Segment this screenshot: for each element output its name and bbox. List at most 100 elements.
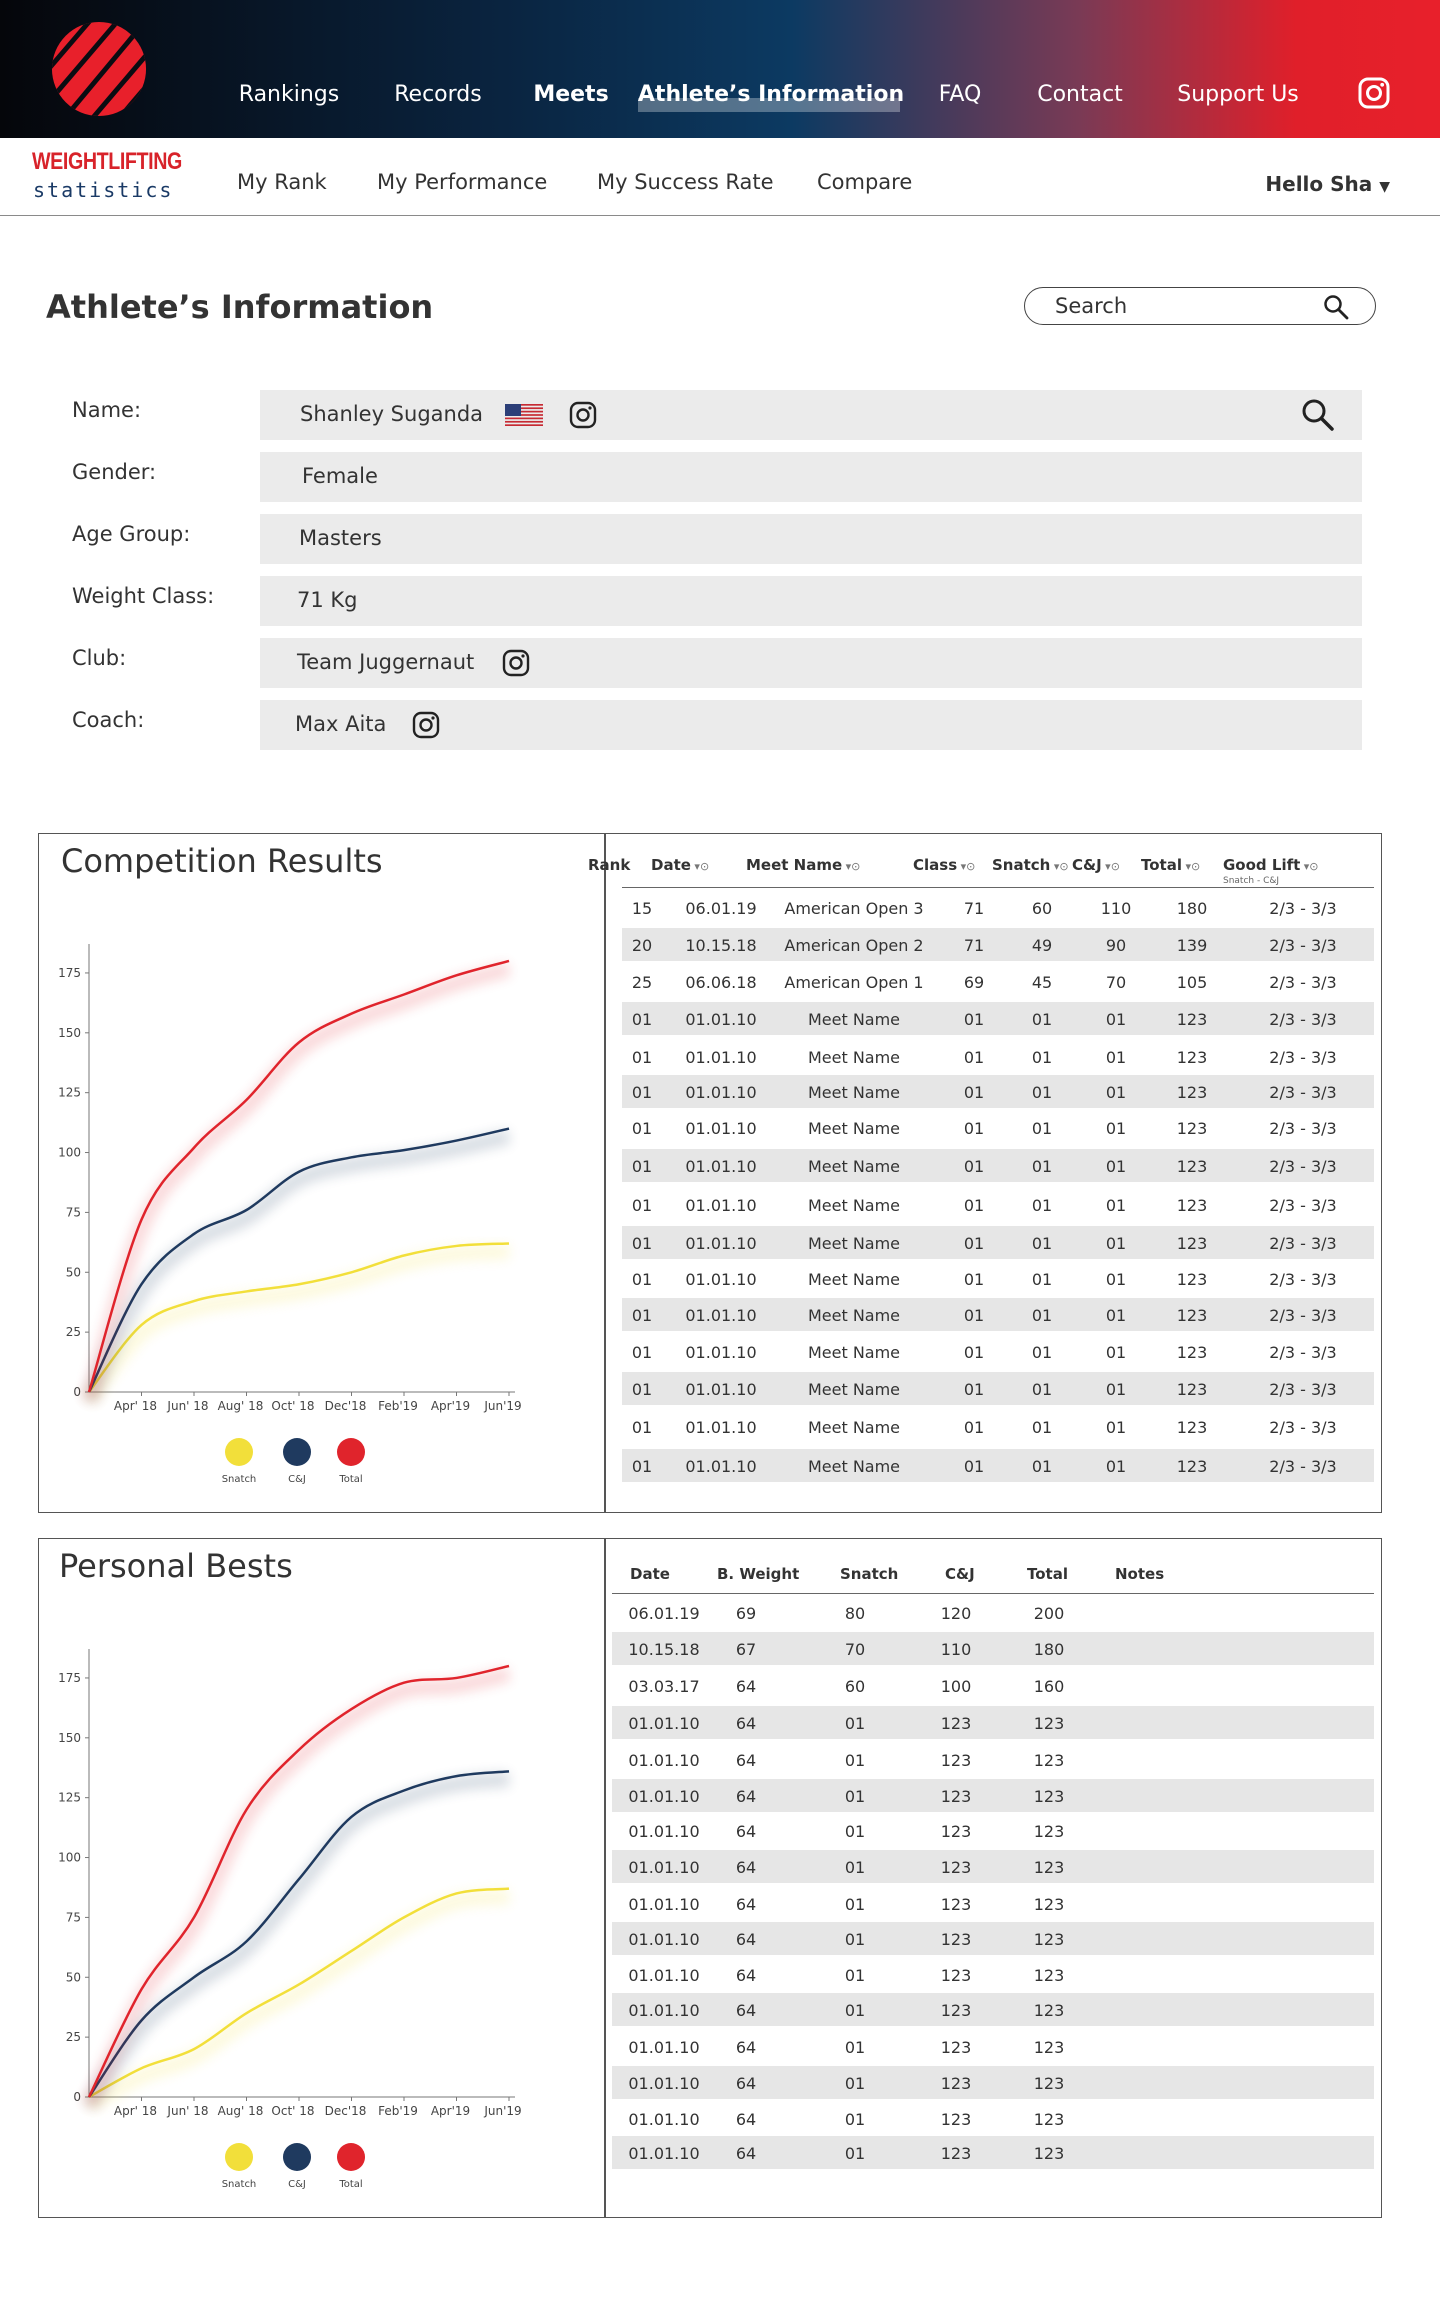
cell-total: 123 (1176, 1270, 1208, 1289)
table-row[interactable]: 01.01.10 64 01 123 123 (612, 1743, 1374, 1776)
cell-meet-name[interactable]: Meet Name (807, 1196, 901, 1215)
personal-bests-panel: Personal Bests 0 25 50 75 100 125 150 175 Apr' 1… (38, 1538, 1382, 2218)
instagram-icon[interactable] (502, 649, 530, 677)
table-row[interactable]: 01 01.01.10 Meet Name 01 01 01 123 2/3 - 3/3 (622, 1262, 1374, 1295)
column-header-date[interactable]: Date ▾⊙ (651, 856, 709, 874)
search-icon[interactable] (1300, 397, 1336, 433)
table-row[interactable]: 20 10.15.18 American Open 2 71 49 90 139 2/3 - … (622, 928, 1374, 961)
instagram-icon[interactable] (569, 401, 597, 429)
column-header-label: Rank (588, 856, 631, 874)
instagram-icon[interactable] (412, 711, 440, 739)
topnav-rankings[interactable]: Rankings (238, 82, 340, 107)
cell-meet-name[interactable]: Meet Name (807, 1457, 901, 1476)
topnav-records[interactable]: Records (394, 82, 482, 107)
cell-total: 123 (1033, 2144, 1065, 2163)
field-weight-class: 71 Kg (260, 576, 1362, 626)
cell-class: 01 (963, 1157, 985, 1176)
site-logo-icon[interactable] (50, 20, 148, 118)
cell-meet-name[interactable]: American Open 1 (784, 973, 924, 992)
table-row[interactable]: 01.01.10 64 01 123 123 (612, 1958, 1374, 1991)
sort-icon[interactable]: ▾⊙ (1050, 860, 1069, 873)
table-row[interactable]: 01 01.01.10 Meet Name 01 01 01 123 2/3 - 3/3 (622, 1372, 1374, 1405)
sort-icon[interactable]: ▾⊙ (957, 860, 976, 873)
field-label-club: Club: (72, 646, 127, 670)
table-row[interactable]: 01 01.01.10 Meet Name 01 01 01 123 2/3 - 3/3 (622, 1298, 1374, 1331)
cell-meet-name[interactable]: Meet Name (807, 1306, 901, 1325)
table-row[interactable]: 01 01.01.10 Meet Name 01 01 01 123 2/3 - 3/3 (622, 1226, 1374, 1259)
table-row[interactable]: 01.01.10 64 01 123 123 (612, 1850, 1374, 1883)
column-header-c-j[interactable]: C&J ▾⊙ (1072, 856, 1120, 874)
table-row[interactable]: 01 01.01.10 Meet Name 01 01 01 123 2/3 - 3/3 (622, 1111, 1374, 1144)
table-row[interactable]: 01 01.01.10 Meet Name 01 01 01 123 2/3 - 3/3 (622, 1335, 1374, 1368)
topnav-meets[interactable]: Meets (533, 82, 609, 107)
table-row[interactable]: 01.01.10 64 01 123 123 (612, 1814, 1374, 1847)
table-row[interactable]: 01.01.10 64 01 123 123 (612, 2102, 1374, 2135)
table-row[interactable]: 15 06.01.19 American Open 3 71 60 110 180 2/3 -… (622, 891, 1374, 924)
subnav-compare[interactable]: Compare (817, 170, 913, 194)
table-row[interactable]: 03.03.17 64 60 100 160 (612, 1669, 1374, 1702)
table-row[interactable]: 06.01.19 69 80 120 200 (612, 1596, 1374, 1629)
column-header-total[interactable]: Total ▾⊙ (1141, 856, 1200, 874)
column-header-good-lift[interactable]: Good Lift ▾⊙ (1223, 856, 1319, 874)
cell-meet-name[interactable]: Meet Name (807, 1010, 901, 1029)
cell-meet-name[interactable]: Meet Name (807, 1048, 901, 1067)
table-row[interactable]: 01 01.01.10 Meet Name 01 01 01 123 2/3 - 3/3 (622, 1410, 1374, 1443)
cell-meet-name[interactable]: Meet Name (807, 1157, 901, 1176)
table-row[interactable]: 01.01.10 64 01 123 123 (612, 1993, 1374, 2026)
topnav-support-us[interactable]: Support Us (1177, 82, 1299, 107)
subnav-my-performance[interactable]: My Performance (377, 170, 548, 194)
cell-meet-name[interactable]: Meet Name (807, 1119, 901, 1138)
table-row[interactable]: 01.01.10 64 01 123 123 (612, 2066, 1374, 2099)
table-row[interactable]: 01.01.10 64 01 123 123 (612, 2030, 1374, 2063)
search-icon[interactable] (1323, 294, 1349, 320)
table-row[interactable]: 01 01.01.10 Meet Name 01 01 01 123 2/3 - 3/3 (622, 1040, 1374, 1073)
cell-meet-name[interactable]: Meet Name (807, 1234, 901, 1253)
table-row[interactable]: 01.01.10 64 01 123 123 (612, 1887, 1374, 1920)
column-header-class[interactable]: Class ▾⊙ (913, 856, 975, 874)
table-row[interactable]: 25 06.06.18 American Open 1 69 45 70 105 2/3 - … (622, 965, 1374, 998)
cell-b-weight: 64 (735, 1787, 757, 1806)
cell-meet-name[interactable]: Meet Name (807, 1083, 901, 1102)
topnav-contact[interactable]: Contact (1037, 82, 1123, 107)
subnav-my-rank[interactable]: My Rank (237, 170, 327, 194)
cell-meet-name[interactable]: Meet Name (807, 1418, 901, 1437)
search-box[interactable] (1024, 287, 1376, 325)
topnav-faq[interactable]: FAQ (938, 82, 982, 107)
sort-icon[interactable]: ▾⊙ (842, 860, 861, 873)
brand-tagline[interactable]: statistics (33, 178, 174, 202)
sort-icon[interactable]: ▾⊙ (1300, 860, 1319, 873)
x-tick-label: Apr' 18 (114, 2104, 157, 2118)
sort-icon[interactable]: ▾⊙ (1181, 860, 1201, 873)
table-row[interactable]: 01 01.01.10 Meet Name 01 01 01 123 2/3 - 3/3 (622, 1449, 1374, 1482)
cell-meet-name[interactable]: Meet Name (807, 1380, 901, 1399)
cell-meet-name[interactable]: Meet Name (807, 1270, 901, 1289)
table-row[interactable]: 01 01.01.10 Meet Name 01 01 01 123 2/3 - 3/3 (622, 1149, 1374, 1182)
x-tick-label: Jun'19 (483, 1399, 521, 1413)
table-row[interactable]: 01.01.10 64 01 123 123 (612, 1779, 1374, 1812)
subnav-my-success-rate[interactable]: My Success Rate (597, 170, 774, 194)
brand-name[interactable]: WEIGHTLIFTING (32, 148, 182, 175)
instagram-icon[interactable] (1358, 77, 1390, 109)
table-row[interactable]: 01 01.01.10 Meet Name 01 01 01 123 2/3 - 3/3 (622, 1075, 1374, 1108)
table-row[interactable]: 01 01.01.10 Meet Name 01 01 01 123 2/3 - 3/3 (622, 1002, 1374, 1035)
topnav-athlete-s-information[interactable]: Athlete’s Information (637, 82, 905, 107)
search-input[interactable] (1055, 294, 1325, 318)
cell-date: 01.01.10 (685, 1380, 757, 1399)
column-header-snatch[interactable]: Snatch ▾⊙ (992, 856, 1069, 874)
table-row[interactable]: 01.01.10 64 01 123 123 (612, 1922, 1374, 1955)
cell-date: 01.01.10 (628, 2110, 700, 2129)
cell-meet-name[interactable]: American Open 3 (784, 899, 924, 918)
cell-total: 123 (1033, 2110, 1065, 2129)
column-header-meet-name[interactable]: Meet Name ▾⊙ (746, 856, 860, 874)
legend-label-snatch: Snatch (222, 1474, 257, 1485)
cell-good-lift: 2/3 - 3/3 (1269, 1010, 1337, 1029)
table-row[interactable]: 01.01.10 64 01 123 123 (612, 2136, 1374, 2169)
table-row[interactable]: 10.15.18 67 70 110 180 (612, 1632, 1374, 1665)
table-row[interactable]: 01.01.10 64 01 123 123 (612, 1706, 1374, 1739)
cell-meet-name[interactable]: Meet Name (807, 1343, 901, 1362)
table-row[interactable]: 01 01.01.10 Meet Name 01 01 01 123 2/3 - 3/3 (622, 1188, 1374, 1221)
cell-meet-name[interactable]: American Open 2 (784, 936, 924, 955)
sort-icon[interactable]: ▾⊙ (1101, 860, 1120, 873)
user-menu[interactable]: Hello Sha ▼ (1265, 172, 1390, 196)
sort-icon[interactable]: ▾⊙ (690, 860, 710, 873)
